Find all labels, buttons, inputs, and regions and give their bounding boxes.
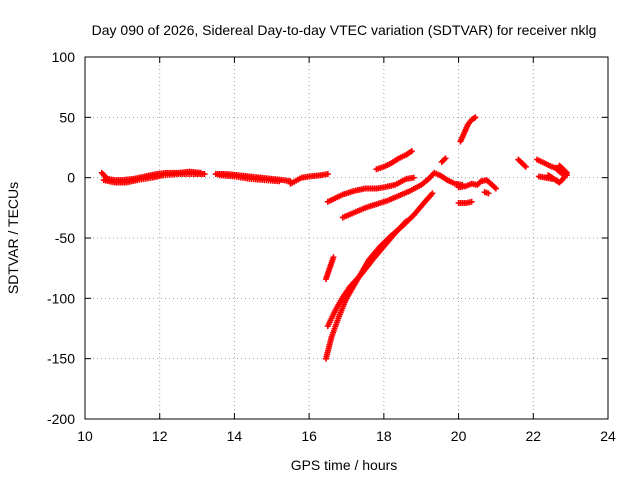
data-point	[276, 178, 283, 185]
x-tick-label: 14	[227, 428, 243, 444]
y-tick-label: -100	[47, 290, 75, 306]
x-tick-label: 18	[376, 428, 392, 444]
gridlines	[85, 57, 608, 419]
x-tick-label: 16	[301, 428, 317, 444]
data-point	[468, 198, 475, 205]
data-point	[442, 155, 449, 162]
y-tick-label: 0	[67, 170, 75, 186]
data-point	[429, 190, 436, 197]
x-tick-label: 22	[525, 428, 541, 444]
data-point	[548, 175, 555, 182]
y-tick-label: -50	[55, 230, 75, 246]
data-point	[485, 190, 492, 197]
data-points	[98, 114, 570, 362]
chart-title: Day 090 of 2026, Sidereal Day-to-day VTE…	[92, 22, 597, 38]
y-tick-label: 100	[52, 49, 76, 65]
data-point	[201, 171, 208, 178]
data-point	[324, 171, 331, 178]
data-point	[330, 254, 337, 261]
x-tick-label: 24	[600, 428, 616, 444]
axis-ticks: 10 12 14 16 18 20 22 24 -200 -150 -100 -50 0 50 100	[47, 49, 616, 444]
y-tick-label: -200	[47, 411, 75, 427]
data-point	[492, 185, 499, 192]
x-tick-label: 20	[451, 428, 467, 444]
data-point	[522, 163, 529, 170]
y-axis-label: SDTVAR / TECUs	[5, 182, 21, 294]
data-point	[410, 174, 417, 181]
y-tick-label: -150	[47, 351, 75, 367]
x-tick-label: 10	[77, 428, 93, 444]
data-point	[556, 162, 563, 169]
y-tick-label: 50	[59, 109, 75, 125]
data-point	[403, 218, 410, 225]
data-point	[472, 114, 479, 121]
x-tick-label: 12	[152, 428, 168, 444]
data-point	[408, 148, 415, 155]
x-axis-label: GPS time / hours	[291, 457, 398, 473]
